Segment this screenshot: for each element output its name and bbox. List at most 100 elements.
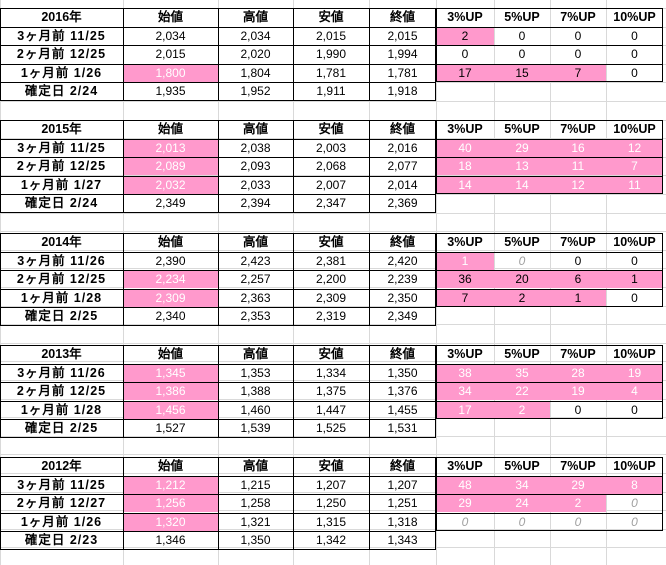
up-7pct-count[interactable]: 0 (574, 515, 582, 529)
up-5pct-count[interactable]: 14 (494, 176, 550, 194)
high-price[interactable]: 1,388 (240, 384, 271, 398)
low-price[interactable]: 2,381 (315, 254, 347, 268)
year-label[interactable]: 2013年 (41, 347, 82, 361)
up-3pct-count[interactable] (436, 82, 494, 100)
up-5pct-count[interactable]: 15 (494, 64, 550, 82)
up-5pct-count[interactable]: 0 (518, 254, 526, 268)
open-price[interactable]: 2,234 (123, 270, 218, 288)
low-price[interactable]: 1,781 (315, 66, 347, 80)
open-price[interactable]: 1,345 (123, 364, 218, 382)
low-price[interactable]: 1,207 (315, 478, 347, 492)
header-5pct-up[interactable]: 5%UP (504, 459, 540, 473)
header-7pct-up[interactable]: 7%UP (560, 235, 596, 249)
low-price[interactable]: 2,200 (315, 272, 347, 286)
row-label[interactable]: 3ヶ月前 11/25 (17, 478, 106, 492)
close-price[interactable]: 2,016 (387, 141, 418, 155)
header-high[interactable]: 高値 (242, 459, 268, 473)
up-10pct-count[interactable]: 8 (606, 476, 663, 494)
header-7pct-up[interactable]: 7%UP (560, 347, 596, 361)
header-open[interactable]: 始値 (157, 10, 183, 24)
row-label[interactable]: 確定日 2/25 (24, 421, 99, 435)
header-3pct-up[interactable]: 3%UP (447, 459, 483, 473)
header-5pct-up[interactable]: 5%UP (504, 235, 540, 249)
header-close[interactable]: 終値 (389, 235, 415, 249)
low-price[interactable]: 1,342 (315, 533, 347, 547)
header-10pct-up[interactable]: 10%UP (613, 347, 656, 361)
close-price[interactable]: 2,350 (387, 291, 418, 305)
row-label[interactable]: 3ヶ月前 11/25 (17, 141, 106, 155)
high-price[interactable]: 2,038 (240, 141, 271, 155)
header-3pct-up[interactable]: 3%UP (447, 235, 483, 249)
up-5pct-count[interactable]: 2 (494, 401, 550, 419)
close-price[interactable]: 1,531 (387, 421, 418, 435)
header-low[interactable]: 安値 (318, 347, 344, 361)
up-3pct-count[interactable]: 1 (436, 252, 494, 270)
header-close[interactable]: 終値 (389, 347, 415, 361)
open-price[interactable]: 1,386 (123, 382, 218, 400)
close-price[interactable]: 1,343 (387, 533, 418, 547)
up-5pct-count[interactable] (494, 82, 550, 100)
up-7pct-count[interactable]: 29 (550, 476, 606, 494)
up-10pct-count[interactable]: 0 (631, 29, 638, 43)
row-label[interactable]: 2ヶ月前 12/25 (16, 384, 107, 398)
close-price[interactable]: 2,014 (387, 178, 418, 192)
up-7pct-count[interactable]: 2 (550, 494, 606, 512)
up-10pct-count[interactable]: 12 (606, 139, 663, 157)
header-5pct-up[interactable]: 5%UP (504, 122, 540, 136)
up-3pct-count[interactable]: 36 (436, 270, 494, 288)
high-price[interactable]: 1,952 (240, 84, 271, 98)
header-high[interactable]: 高値 (242, 122, 268, 136)
open-price[interactable]: 1,800 (123, 64, 218, 82)
low-price[interactable]: 2,309 (315, 291, 347, 305)
low-price[interactable]: 2,015 (315, 29, 347, 43)
open-price[interactable]: 2,015 (155, 47, 186, 61)
close-price[interactable]: 2,015 (387, 29, 418, 43)
low-price[interactable]: 1,250 (315, 496, 347, 510)
high-price[interactable]: 2,394 (240, 196, 271, 210)
up-10pct-count[interactable] (606, 307, 663, 325)
open-price[interactable]: 2,034 (155, 29, 186, 43)
high-price[interactable]: 2,033 (240, 178, 271, 192)
up-5pct-count[interactable]: 2 (494, 289, 550, 307)
high-price[interactable]: 2,257 (240, 272, 271, 286)
header-low[interactable]: 安値 (318, 122, 344, 136)
header-open[interactable]: 始値 (157, 122, 183, 136)
close-price[interactable]: 1,455 (387, 403, 418, 417)
up-5pct-count[interactable] (494, 531, 550, 549)
high-price[interactable]: 1,321 (240, 515, 271, 529)
low-price[interactable]: 2,007 (315, 178, 347, 192)
row-label[interactable]: 2ヶ月前 12/27 (16, 496, 107, 510)
close-price[interactable]: 1,994 (387, 47, 418, 61)
up-10pct-count[interactable]: 4 (606, 382, 663, 400)
close-price[interactable]: 1,350 (387, 366, 418, 380)
close-price[interactable]: 2,420 (387, 254, 418, 268)
low-price[interactable]: 2,068 (315, 159, 347, 173)
open-price[interactable]: 1,456 (123, 401, 218, 419)
low-price[interactable]: 2,003 (315, 141, 347, 155)
low-price[interactable]: 2,347 (315, 196, 347, 210)
up-7pct-count[interactable]: 19 (550, 382, 606, 400)
header-3pct-up[interactable]: 3%UP (447, 347, 483, 361)
row-label[interactable]: 2ヶ月前 12/25 (16, 47, 107, 61)
row-label[interactable]: 2ヶ月前 12/25 (16, 159, 107, 173)
up-3pct-count[interactable]: 0 (461, 515, 469, 529)
up-10pct-count[interactable]: 19 (606, 364, 663, 382)
up-7pct-count[interactable]: 28 (550, 364, 606, 382)
header-open[interactable]: 始値 (157, 235, 183, 249)
row-label[interactable]: 3ヶ月前 11/25 (17, 29, 106, 43)
high-price[interactable]: 1,804 (240, 66, 271, 80)
row-label[interactable]: 2ヶ月前 12/25 (16, 272, 107, 286)
high-price[interactable]: 2,093 (240, 159, 271, 173)
up-7pct-count[interactable]: 6 (550, 270, 606, 288)
header-low[interactable]: 安値 (318, 235, 344, 249)
header-7pct-up[interactable]: 7%UP (560, 122, 596, 136)
open-price[interactable]: 1,346 (155, 533, 186, 547)
header-5pct-up[interactable]: 5%UP (504, 347, 540, 361)
close-price[interactable]: 2,077 (387, 159, 418, 173)
up-10pct-count[interactable]: 0 (631, 291, 638, 305)
low-price[interactable]: 1,375 (315, 384, 347, 398)
close-price[interactable]: 1,251 (387, 496, 418, 510)
up-10pct-count[interactable]: 0 (631, 47, 638, 61)
close-price[interactable]: 2,239 (387, 272, 418, 286)
open-price[interactable]: 2,349 (155, 196, 186, 210)
